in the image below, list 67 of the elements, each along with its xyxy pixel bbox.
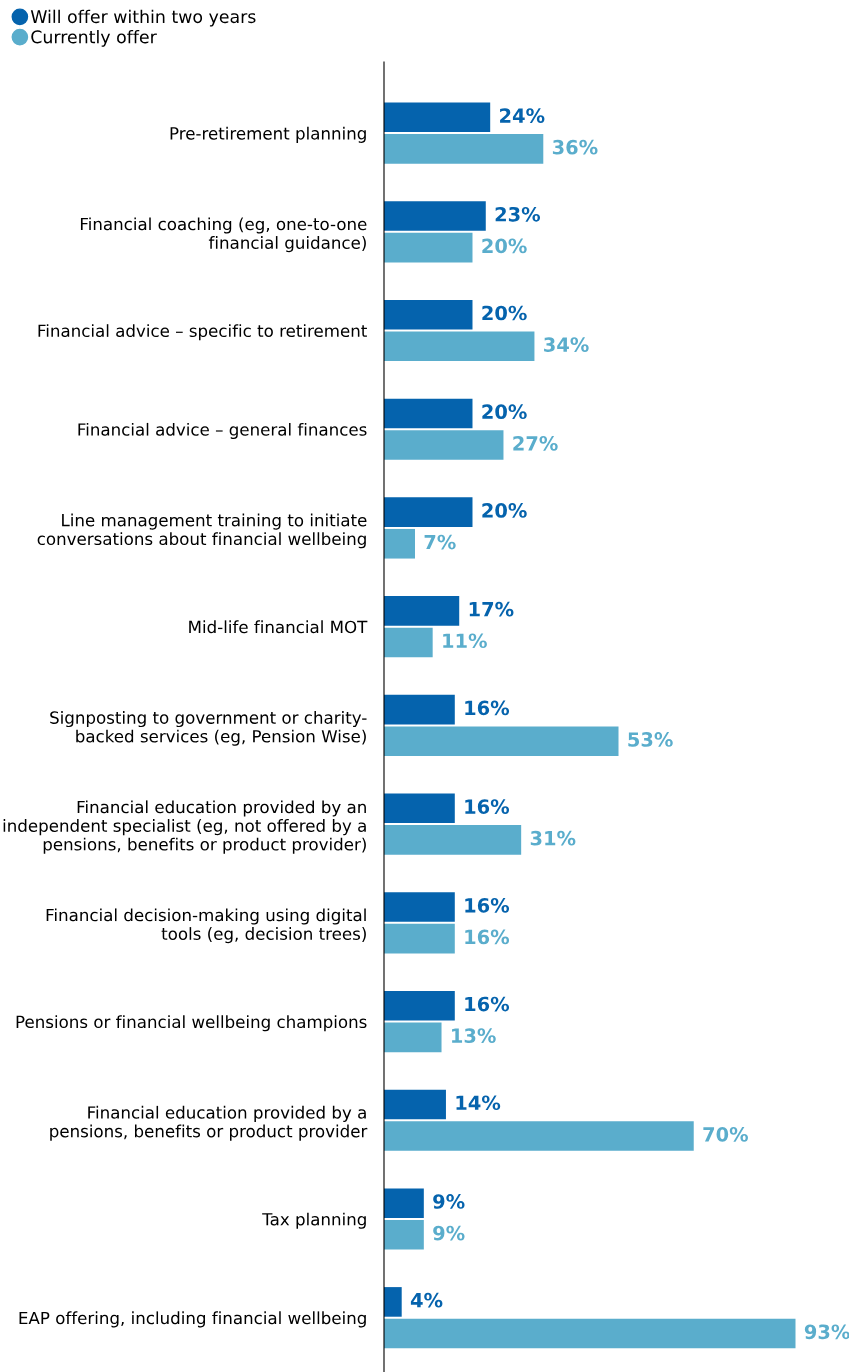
bar bbox=[384, 1188, 424, 1218]
data-label: 13% bbox=[452, 1028, 496, 1043]
data-label: 24% bbox=[500, 108, 545, 123]
bar bbox=[384, 102, 491, 133]
y-tick-label: Line management training to initiate conversations about financial wellbeing bbox=[37, 513, 367, 549]
legend-label: Will offer within two years bbox=[30, 9, 256, 27]
bar bbox=[384, 331, 535, 362]
data-label: 20% bbox=[482, 503, 527, 518]
bar bbox=[384, 430, 504, 460]
y-tick-label: Financial coaching (eg, one-to-one financial guidance) bbox=[80, 217, 367, 253]
bar bbox=[384, 299, 473, 330]
y-tick-label: Pensions or financial wellbeing champions bbox=[16, 1015, 367, 1032]
data-label: 4% bbox=[410, 1292, 443, 1308]
y-tick-label: Pre-retirement planning bbox=[170, 126, 366, 143]
data-label: 31% bbox=[530, 830, 576, 846]
y-tick-label: Financial decision-making using digital tools (eg, decision trees) bbox=[46, 908, 366, 944]
data-label: 20% bbox=[482, 404, 527, 420]
data-label: 16% bbox=[465, 799, 510, 814]
data-label: 11% bbox=[443, 633, 487, 649]
data-label: 16% bbox=[465, 996, 510, 1012]
data-label: 70% bbox=[703, 1127, 748, 1142]
data-label: 16% bbox=[465, 700, 510, 716]
data-label: 16% bbox=[465, 929, 510, 945]
bar bbox=[384, 1121, 694, 1151]
bar bbox=[384, 825, 522, 855]
data-label: 17% bbox=[469, 601, 514, 617]
data-label: 53% bbox=[628, 732, 673, 747]
data-label: 34% bbox=[544, 337, 589, 352]
bar bbox=[384, 892, 455, 922]
bar bbox=[384, 134, 544, 164]
bar bbox=[384, 1318, 796, 1349]
data-label: 9% bbox=[433, 1225, 465, 1241]
y-tick-label: Signposting to government or charity- backed services (eg, Pension Wise) bbox=[50, 710, 367, 746]
bar bbox=[384, 398, 473, 429]
y-tick-label: Financial advice – specific to retirement bbox=[38, 324, 367, 341]
bar bbox=[384, 596, 460, 626]
y-tick-label: Tax planning bbox=[262, 1212, 366, 1229]
data-label: 7% bbox=[424, 534, 456, 550]
data-label: 36% bbox=[552, 139, 598, 155]
bar bbox=[384, 497, 473, 527]
data-label: 14% bbox=[456, 1095, 501, 1111]
data-label: 20% bbox=[482, 238, 527, 254]
bar bbox=[384, 232, 473, 263]
y-tick-label: EAP offering, including financial wellbeing bbox=[19, 1311, 366, 1328]
bar bbox=[384, 990, 455, 1021]
bar bbox=[384, 1287, 402, 1317]
data-label: 27% bbox=[513, 435, 558, 451]
data-label: 9% bbox=[433, 1194, 465, 1209]
bar bbox=[384, 793, 455, 824]
bar bbox=[384, 923, 455, 954]
data-label: 16% bbox=[465, 897, 510, 913]
bar bbox=[384, 1219, 424, 1250]
bar bbox=[384, 694, 455, 725]
bar bbox=[384, 627, 433, 658]
y-tick-label: Mid-life financial MOT bbox=[189, 620, 368, 634]
data-label: 93% bbox=[804, 1324, 849, 1340]
bar bbox=[384, 528, 415, 559]
bar bbox=[384, 1022, 442, 1053]
bar bbox=[384, 1089, 446, 1120]
bar bbox=[384, 726, 619, 756]
bar bbox=[384, 201, 486, 231]
data-label: 20% bbox=[482, 305, 527, 321]
legend-label: Currently offer bbox=[31, 29, 157, 47]
y-tick-label: Financial advice – general finances bbox=[78, 422, 367, 440]
data-label: 23% bbox=[495, 206, 541, 222]
y-tick-label: Financial education provided by an independent specialist (eg, not offered by a pensions, benefits or product provider) bbox=[3, 800, 366, 854]
y-tick-label: Financial education provided by a pensions, benefits or product provider bbox=[50, 1105, 368, 1141]
